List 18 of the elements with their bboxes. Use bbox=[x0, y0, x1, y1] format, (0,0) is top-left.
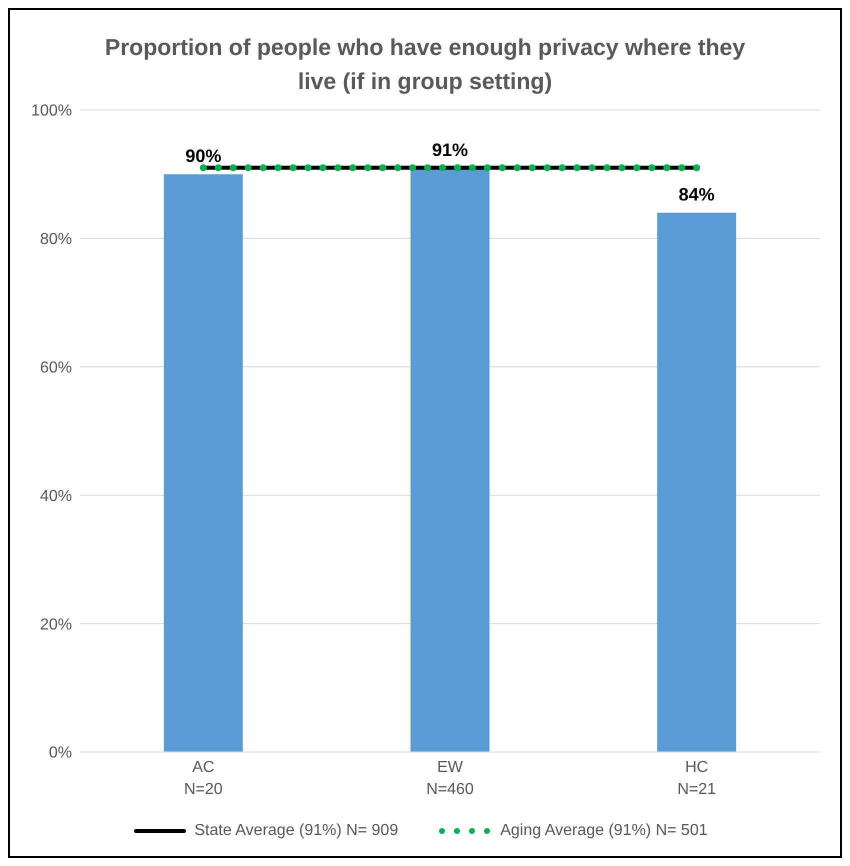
y-tick-label: 80% bbox=[40, 231, 72, 248]
bar bbox=[164, 174, 243, 752]
bar bbox=[410, 168, 490, 752]
y-tick-label: 100% bbox=[31, 102, 72, 120]
x-tick-label: HC N=21 bbox=[677, 759, 716, 798]
data-label: 84% bbox=[678, 184, 715, 205]
y-tick-label: 0% bbox=[48, 744, 72, 762]
data-label: 91% bbox=[432, 140, 468, 160]
y-tick-label: 40% bbox=[40, 488, 72, 505]
chart-title: Proportion of people who have enough privacy where they live (if in group setting) bbox=[104, 33, 746, 96]
x-tick-label: AC N=20 bbox=[184, 759, 223, 798]
x-tick-label: EW N=460 bbox=[426, 759, 474, 798]
legend-label: State Average (91%) N= 909 bbox=[194, 822, 398, 840]
legend-label: Aging Average (91%) N= 501 bbox=[500, 822, 708, 840]
y-tick-label: 20% bbox=[40, 616, 72, 634]
y-tick-label: 60% bbox=[40, 359, 72, 376]
data-label: 90% bbox=[185, 146, 222, 166]
bar bbox=[657, 212, 736, 752]
